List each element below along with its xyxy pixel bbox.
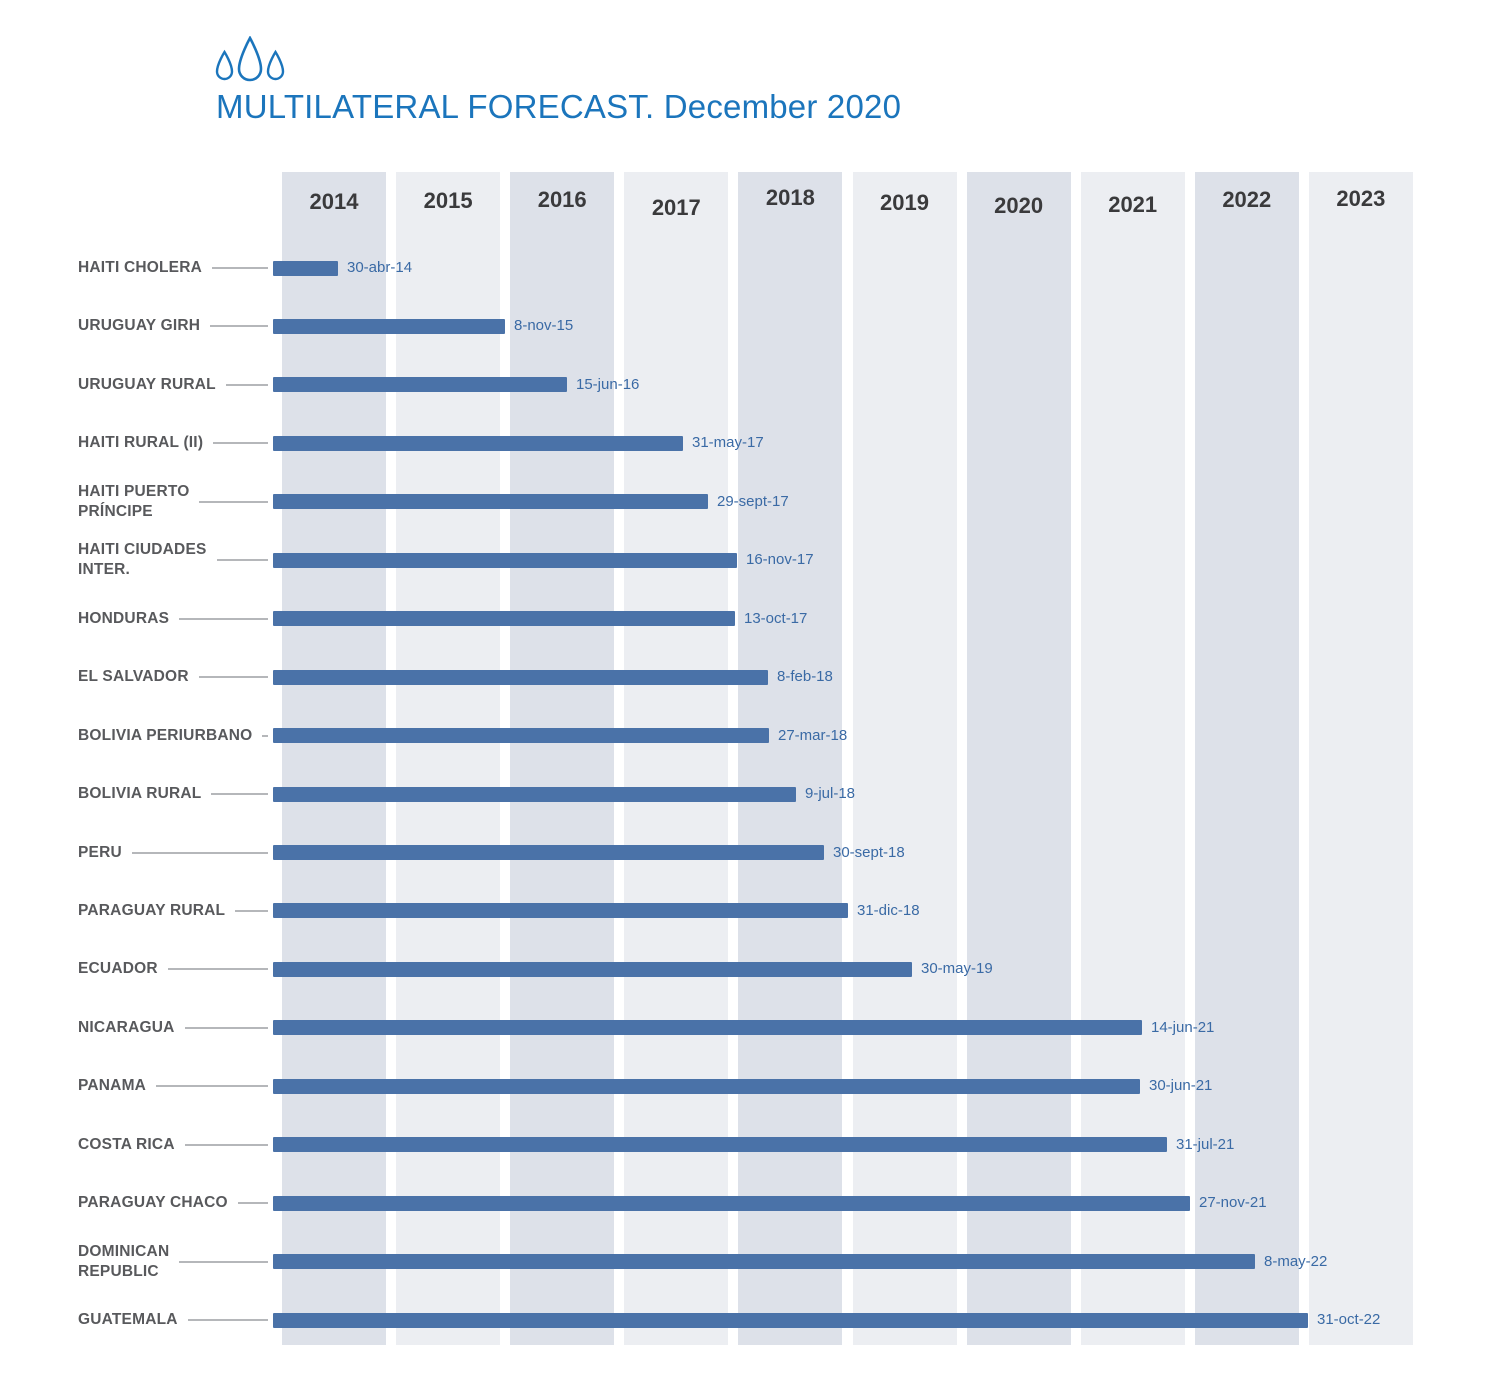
bar-date-label: 13-oct-17 [744,609,808,627]
year-label: 2018 [765,185,815,210]
leader-line [187,1319,268,1322]
gantt-bar [273,1312,1308,1328]
year-column-2023 [1308,172,1413,1345]
gantt-bar [273,903,848,919]
leader-line [184,1026,268,1029]
bar-date-label: 27-nov-21 [1199,1194,1267,1212]
row-label: EL SALVADOR [78,668,189,686]
chart-title: MULTILATERAL FORECAST. December 2020 [216,88,902,125]
row-label: HAITI CHOLERA [78,259,203,276]
row-label: NICARAGUA [78,1018,175,1036]
row-label: PERU [78,843,122,861]
gantt-bar [273,611,735,627]
row-label: HAITI PUERTO PRÍNCIPE [78,482,190,520]
row-label: PARAGUAY CHACO [78,1194,228,1212]
leader-line [184,1143,268,1146]
year-label: 2016 [537,187,587,212]
row-label: GUATEMALA [78,1311,178,1329]
gantt-bar [273,669,768,685]
gantt-bar [273,435,683,451]
row-label: ECUADOR [78,960,158,978]
leader-line [131,851,268,854]
year-label: 2015 [423,188,473,213]
leader-line [198,676,268,679]
year-label: 2014 [309,189,359,214]
gantt-bar [273,552,737,568]
bar-date-label: 14-jun-21 [1151,1018,1215,1036]
year-label: 2017 [651,195,701,220]
year-label: 2019 [880,190,929,215]
bar-date-label: 8-nov-15 [514,317,574,335]
bar-date-label: 31-dic-18 [857,901,920,919]
row-label: PARAGUAY RURAL [78,901,226,919]
gantt-bar [273,728,769,744]
year-label: 2022 [1222,187,1272,212]
bar-date-label: 9-jul-18 [805,785,856,803]
gantt-bar [273,845,824,860]
bar-date-label: 31-jul-21 [1176,1135,1235,1153]
leader-line [179,617,268,620]
year-label: 2023 [1336,186,1386,211]
bar-date-label: 31-may-17 [692,434,764,452]
gantt-bar [273,961,912,977]
year-label: 2021 [1108,192,1158,217]
bar-date-label: 30-sept-18 [833,843,905,861]
row-label: URUGUAY RURAL [78,375,216,393]
leader-line [156,1085,268,1088]
row-label: HAITI RURAL (II) [78,434,204,452]
gantt-bar [273,494,708,510]
bar-date-label: 8-feb-18 [777,668,833,686]
leader-line [225,383,268,386]
bar-date-label: 16-nov-17 [746,551,814,569]
row-label: PANAMA [78,1077,147,1095]
row-label: HONDURAS [78,609,170,627]
gantt-bar [273,1078,1140,1094]
leader-line [199,500,268,503]
bar-date-label: 15-jun-16 [576,375,640,393]
row-label: BOLIVIA RURAL [78,785,202,803]
gantt-bar [273,1020,1142,1036]
gantt-bar [273,377,567,393]
bar-date-label: 27-mar-18 [778,726,848,744]
year-column-2022 [1194,172,1299,1345]
leader-line [167,968,268,971]
gantt-bar [273,786,796,802]
leader-line [213,442,268,445]
leader-line [179,1260,268,1263]
gantt-bar [273,1195,1190,1211]
bar-date-label: 30-abr-14 [347,259,413,276]
leader-line [212,267,268,269]
bar-date-label: 29-sept-17 [717,492,789,510]
year-label: 2020 [994,193,1044,218]
leader-line [216,559,268,562]
leader-line [210,325,268,328]
leader-line [237,1202,268,1205]
row-label: COSTA RICA [78,1135,175,1153]
leader-line [211,793,268,796]
row-label: BOLIVIA PERIURBANO [78,726,253,744]
leader-line [262,734,268,737]
gantt-bar [273,1254,1255,1270]
row-label: HAITI CIUDADES INTER. [78,541,207,579]
bar-date-label: 30-may-19 [921,960,993,978]
gantt-bar [273,260,338,276]
bar-date-label: 8-may-22 [1264,1252,1328,1270]
water-drops-icon [215,36,285,82]
bar-date-label: 31-oct-22 [1317,1311,1381,1329]
row-label: URUGUAY GIRH [78,317,201,335]
leader-line [235,909,268,912]
row-label: DOMINICAN REPUBLIC [78,1242,170,1280]
bar-date-label: 30-jun-21 [1149,1077,1213,1095]
gantt-bar [273,1137,1167,1153]
gantt-bar [273,318,505,334]
